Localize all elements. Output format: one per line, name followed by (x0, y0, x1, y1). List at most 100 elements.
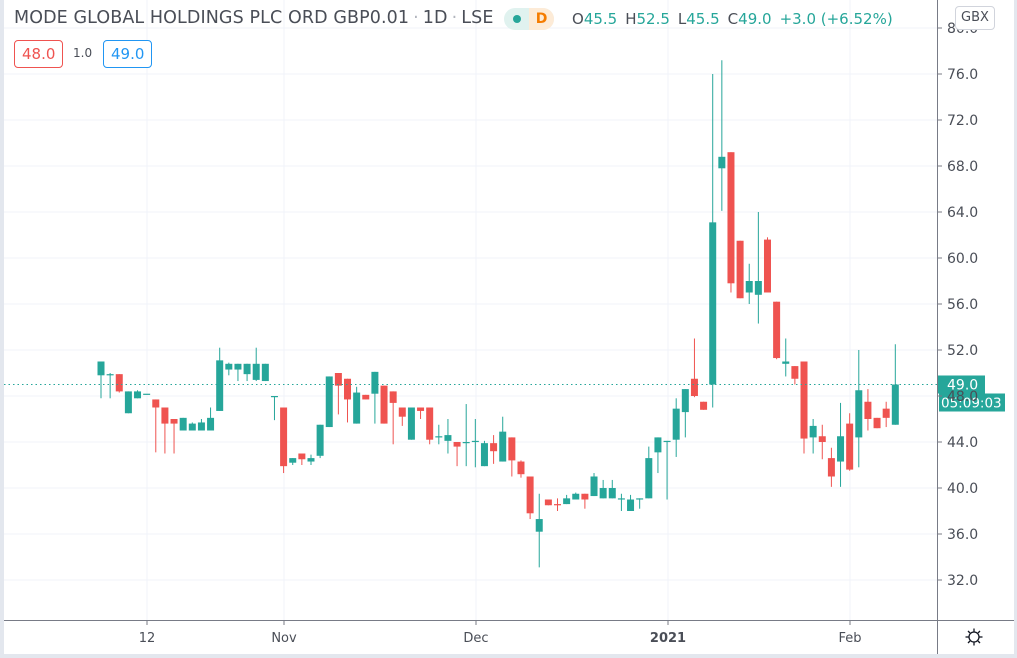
open-label: O (572, 10, 584, 28)
candle-body-down (362, 394, 370, 400)
candle-body-up (590, 476, 598, 497)
time-tick-label: 12 (139, 631, 156, 646)
candle-body-up (234, 363, 242, 370)
candle-body-down (827, 458, 835, 477)
candle-body-up (216, 360, 224, 411)
candle-body-up (599, 488, 607, 499)
candle-body-down (763, 239, 771, 293)
candle-body-up (179, 417, 187, 431)
candle-body-up (617, 498, 625, 500)
price-tick-label: 72.0 (947, 113, 978, 129)
candle-body-down (380, 385, 388, 424)
price-tick-label: 48.0 (947, 389, 978, 405)
candle-body-down (517, 461, 525, 475)
candle-body-up (252, 363, 260, 380)
candle-body-down (818, 436, 826, 442)
candle-body-up (143, 393, 151, 395)
candle-body-down (882, 408, 890, 418)
time-tick-label: 2021 (650, 631, 686, 646)
high-label: H (625, 10, 637, 28)
candle-body-up (855, 390, 863, 438)
candle-body-down (417, 407, 425, 411)
candle-body-down (280, 407, 288, 467)
candle-body-up (627, 499, 635, 511)
candle-body-down (152, 399, 160, 408)
price-tick-label: 56.0 (947, 297, 978, 313)
candle-body-up (444, 435, 452, 441)
countdown-badge (939, 393, 1005, 412)
candle-body-up (407, 407, 415, 440)
right-border (1014, 0, 1017, 658)
candle-body-up (654, 437, 662, 453)
candle-body-up (636, 498, 644, 500)
candle-body-up (709, 222, 717, 385)
candle-body-down (773, 301, 781, 359)
candle-body-up (782, 361, 790, 364)
candle-body-down (554, 504, 561, 506)
candle-body-down (800, 361, 808, 439)
candle-body-up (891, 384, 899, 425)
candle-body-up (134, 391, 142, 399)
currency-label[interactable]: GBX (955, 6, 995, 30)
settings-gear-icon[interactable] (964, 627, 984, 647)
candle-body-up (663, 440, 671, 443)
last-price-line: 49.0 05:09:03 (4, 375, 1005, 412)
candle-body-down (426, 407, 434, 440)
candle-body-up (307, 458, 315, 462)
candle-body-up (754, 281, 762, 295)
change-value: +3.0 (+6.52%) (779, 10, 893, 28)
open-value: 45.5 (583, 10, 618, 28)
interval[interactable]: 1D (422, 8, 448, 28)
candle-body-up (809, 425, 817, 438)
ohlc-legend: O45.5 H52.5 L45.5 C49.0 +3.0 (+6.52%) (572, 10, 893, 28)
symbol-name[interactable]: MODE GLOBAL HOLDINGS PLC ORD GBP0.01 (14, 8, 410, 28)
candle-body-up (197, 422, 205, 431)
candle-body-up (563, 498, 571, 505)
low-label: L (677, 10, 687, 28)
bottom-border (0, 654, 1017, 658)
separator: · (451, 8, 458, 28)
candle-body-down (581, 493, 589, 500)
candle-body-down (864, 401, 872, 419)
candle-body-up (261, 363, 269, 382)
price-tick-label: 60.0 (947, 251, 978, 267)
candles (97, 60, 899, 568)
bar-countdown-label: 05:09:03 (941, 396, 1002, 412)
candle-body-down (526, 476, 534, 514)
axes: 80.076.072.068.064.060.056.052.048.044.0… (4, 0, 1014, 654)
price-tick-label: 76.0 (947, 67, 978, 83)
candle-body-up (325, 376, 333, 428)
candle-body-down (170, 419, 178, 424)
candle-body-up (207, 417, 215, 431)
time-tick-label: Nov (271, 631, 297, 646)
candle-body-down (791, 366, 799, 379)
sell-price-button[interactable]: 48.0 (14, 40, 64, 68)
market-status-pill[interactable]: D (504, 8, 554, 30)
low-value: 45.5 (686, 10, 720, 28)
candle-body-up (225, 363, 233, 370)
candle-body-up (289, 458, 297, 463)
candle-body-up (435, 436, 443, 438)
candle-body-down (115, 374, 123, 392)
candle-body-down (873, 417, 881, 429)
candle-body-down (544, 499, 552, 506)
candle-body-down (389, 391, 397, 403)
candle-body-up (188, 423, 196, 431)
candle-body-up (672, 408, 680, 440)
candle-body-up (471, 440, 479, 443)
candle-body-down (453, 442, 461, 447)
price-tick-label: 64.0 (947, 205, 978, 221)
last-price-badge (937, 375, 985, 394)
candle-body-up (499, 431, 507, 462)
candle-body-up (316, 424, 324, 456)
candle-body-down (736, 240, 744, 299)
candle-body-down (298, 453, 306, 460)
candle-body-up (745, 281, 753, 293)
candle-body-up (608, 488, 616, 499)
time-tick-label: Dec (463, 631, 488, 646)
buy-price-button[interactable]: 49.0 (103, 40, 153, 68)
price-tick-label: 32.0 (947, 573, 978, 589)
exchange: LSE (461, 8, 494, 28)
